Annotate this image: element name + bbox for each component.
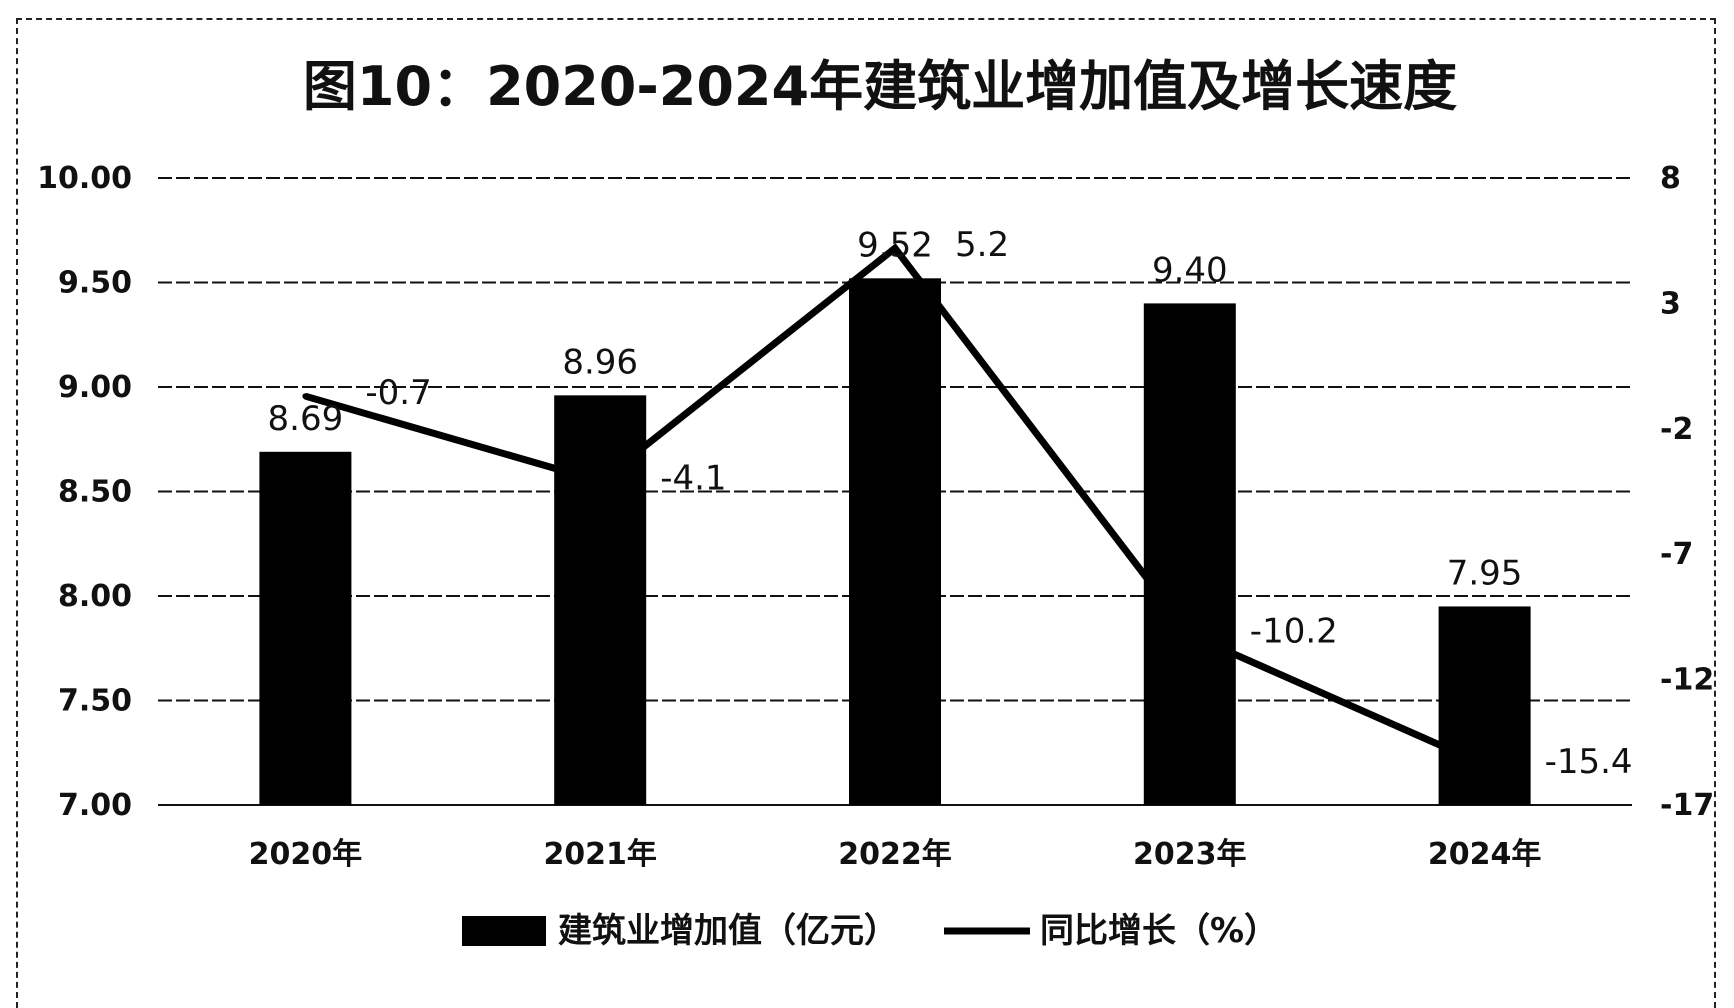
bar-value-label: 8.69 [268,399,344,439]
bar [1438,606,1531,805]
line-point [1186,631,1193,638]
y-right-tick-label: 3 [1660,286,1681,321]
legend-bar-swatch [462,916,546,946]
y-right-tick-label: -12 [1660,663,1714,698]
line-point [302,393,309,400]
legend-bar-label: 建筑业增加值（亿元） [558,911,898,951]
y-right-tick-label: 8 [1660,161,1681,196]
data-labels: 8.69 8.96 9.52 9.40 7.95 -0.7 -4.1 5.2 -10.2 -15.… [268,225,1633,782]
bar [1143,303,1236,805]
x-tick-label: 2020年 [249,837,363,872]
line-value-label: -0.7 [365,373,431,413]
bar-value-label: 9.52 [857,225,933,265]
y-left-tick-label: 9.50 [58,266,132,301]
line-value-label: -15.4 [1545,742,1633,782]
y-right-tick-label: -17 [1660,788,1714,823]
line-point [892,245,898,252]
y-left-tick-label: 7.50 [58,684,132,719]
y-right-tick-label: -7 [1660,537,1693,572]
chart-frame [16,18,1716,1008]
line-series [302,243,1488,769]
y-right-tick-label: -2 [1660,412,1693,447]
legend-line-label: 同比增长（%） [1040,911,1278,951]
line-value-label: 5.2 [955,225,1009,265]
axis-ticks: 7.00 7.50 8.00 8.50 9.00 9.50 10.00 -17 -12 -7 -2 3… [37,161,1714,872]
x-tick-label: 2022年 [838,837,952,872]
bar [554,395,647,805]
y-left-tick-label: 9.00 [58,370,132,405]
y-left-tick-label: 8.50 [58,475,132,510]
line-value-label: -10.2 [1250,611,1338,651]
y-left-tick-label: 8.00 [58,579,132,614]
line-point [1481,761,1488,768]
bar [849,278,941,805]
bar-value-label: 8.96 [562,342,638,382]
chart-title: 图10：2020-2024年建筑业增加值及增长速度 [303,55,1457,118]
bar-value-label: 7.95 [1447,553,1523,593]
x-tick-label: 2023年 [1133,837,1247,872]
x-tick-label: 2021年 [543,837,657,872]
y-left-tick-label: 10.00 [37,161,132,196]
legend: 建筑业增加值（亿元） 同比增长（%） [462,911,1278,951]
bar-series [259,278,1531,805]
y-left-tick-label: 7.00 [58,788,132,823]
bar-value-label: 9.40 [1152,250,1228,290]
line-value-label: -4.1 [660,458,726,498]
bar [259,451,352,805]
grid-lines [158,177,1632,806]
line-point [597,478,604,485]
x-tick-label: 2024年 [1428,837,1542,872]
